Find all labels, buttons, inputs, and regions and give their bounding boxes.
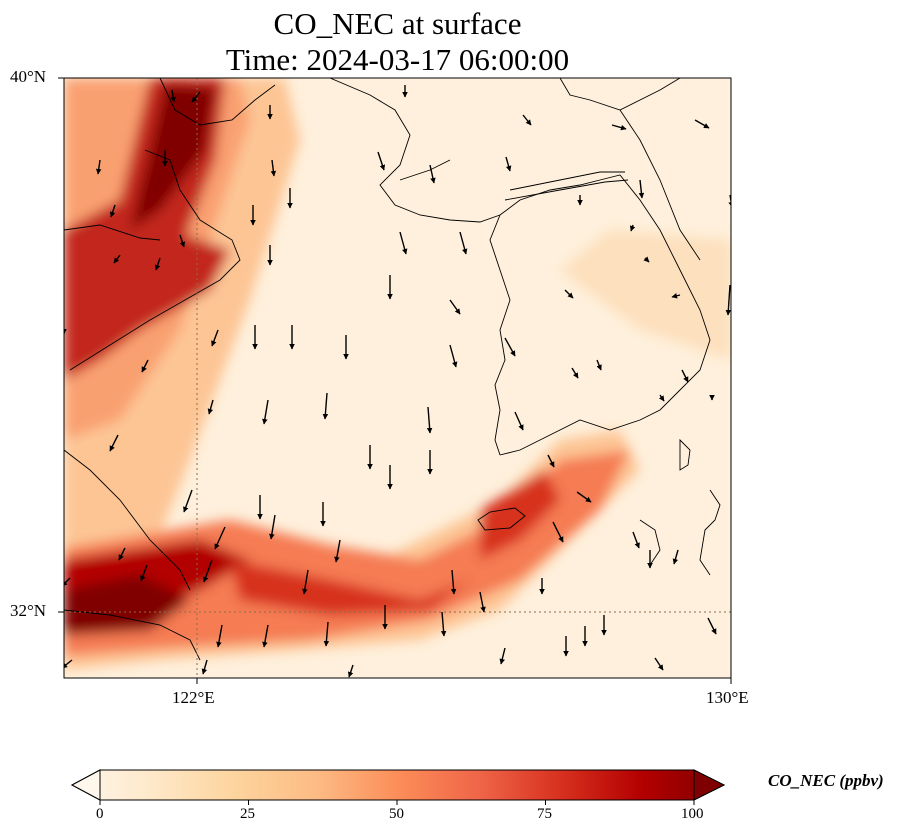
wind-arrow bbox=[429, 164, 436, 184]
wind-arrow bbox=[207, 399, 214, 415]
concentration-field bbox=[64, 78, 731, 670]
wind-arrow bbox=[64, 577, 71, 587]
wind-arrow bbox=[552, 521, 564, 543]
colorbar-label: CO_NEC (ppbv) bbox=[768, 771, 884, 790]
wind-arrow bbox=[725, 284, 731, 316]
wind-arrow bbox=[576, 491, 592, 503]
wind-arrow bbox=[514, 411, 524, 431]
wind-arrow bbox=[113, 254, 121, 264]
cb-label-100: 100 bbox=[681, 806, 704, 822]
wind-arrow bbox=[270, 159, 277, 177]
wind-arrow bbox=[214, 526, 226, 550]
wind-vectors bbox=[64, 85, 731, 678]
wind-arrow bbox=[449, 299, 461, 315]
xtick-label-122: 122°E bbox=[172, 688, 215, 707]
wind-arrow bbox=[504, 337, 516, 357]
cb-label-25: 25 bbox=[240, 806, 255, 822]
wind-arrow bbox=[109, 434, 119, 452]
wind-arrow bbox=[118, 547, 126, 561]
wind-arrow bbox=[522, 114, 532, 126]
wind-arrow bbox=[499, 647, 506, 665]
wind-arrow bbox=[334, 539, 341, 563]
colorbar-extend-high bbox=[693, 769, 726, 801]
wind-arrow bbox=[269, 514, 276, 540]
coastlines bbox=[64, 78, 721, 661]
wind-arrow bbox=[262, 624, 269, 648]
wind-arrow bbox=[179, 234, 186, 248]
wind-arrow bbox=[629, 224, 636, 232]
wind-arrow bbox=[596, 359, 602, 371]
wind-arrow bbox=[694, 119, 710, 129]
wind-arrow bbox=[140, 564, 148, 582]
colorbar-extend-low bbox=[70, 769, 101, 801]
wind-arrow bbox=[654, 657, 664, 671]
wind-arrow bbox=[203, 559, 213, 583]
wind-arrow bbox=[170, 89, 176, 103]
wind-arrow bbox=[459, 231, 468, 255]
wind-arrow bbox=[547, 454, 555, 468]
colorbar-ticks bbox=[99, 800, 695, 805]
wind-arrow bbox=[671, 293, 681, 299]
gridlines bbox=[64, 78, 731, 678]
wind-arrow bbox=[638, 179, 645, 199]
wind-arrow bbox=[611, 124, 627, 131]
wind-arrow bbox=[347, 664, 354, 678]
wind-arrow bbox=[632, 531, 640, 549]
wind-arrow bbox=[302, 569, 309, 595]
map-title-line2: Time: 2024-03-17 06:00:00 bbox=[225, 42, 570, 77]
wind-arrow bbox=[449, 344, 458, 368]
wind-arrow bbox=[440, 611, 447, 637]
cb-label-0: 0 bbox=[96, 806, 104, 822]
wind-arrow bbox=[399, 231, 408, 255]
wind-arrow bbox=[564, 289, 574, 299]
wind-arrow bbox=[571, 367, 579, 379]
cb-label-75: 75 bbox=[537, 806, 552, 822]
map-frame bbox=[63, 77, 732, 679]
wind-arrow bbox=[64, 659, 73, 669]
wind-arrow bbox=[95, 159, 102, 175]
wind-arrow bbox=[377, 151, 386, 171]
wind-arrow bbox=[681, 369, 689, 383]
wind-arrow bbox=[323, 621, 330, 647]
wind-arrow bbox=[154, 257, 161, 271]
wind-arrow bbox=[191, 91, 201, 103]
wind-arrow bbox=[216, 624, 223, 648]
ytick-label-32: 32°N bbox=[10, 601, 47, 620]
ytick-label-40: 40°N bbox=[10, 67, 47, 86]
wind-arrow bbox=[183, 489, 193, 513]
cb-label-50: 50 bbox=[389, 806, 404, 822]
wind-arrow bbox=[728, 194, 731, 208]
map-panel bbox=[58, 77, 732, 684]
wind-arrow bbox=[450, 569, 457, 595]
wind-arrow bbox=[262, 399, 269, 425]
wind-arrow bbox=[426, 406, 433, 434]
wind-arrow bbox=[322, 392, 329, 420]
wind-arrow bbox=[479, 591, 486, 613]
wind-arrow bbox=[505, 156, 512, 172]
wind-arrow bbox=[201, 659, 208, 675]
wind-arrow bbox=[707, 617, 717, 635]
xtick-label-130: 130°E bbox=[706, 688, 749, 707]
wind-arrow bbox=[109, 204, 116, 218]
colorbar-body bbox=[70, 769, 726, 801]
wind-arrow bbox=[643, 256, 650, 263]
wind-arrow bbox=[141, 359, 149, 373]
wind-arrow bbox=[672, 549, 679, 565]
wind-arrow bbox=[658, 394, 665, 402]
wind-arrow bbox=[211, 329, 219, 347]
map-title-line1: CO_NEC at surface bbox=[273, 6, 522, 41]
